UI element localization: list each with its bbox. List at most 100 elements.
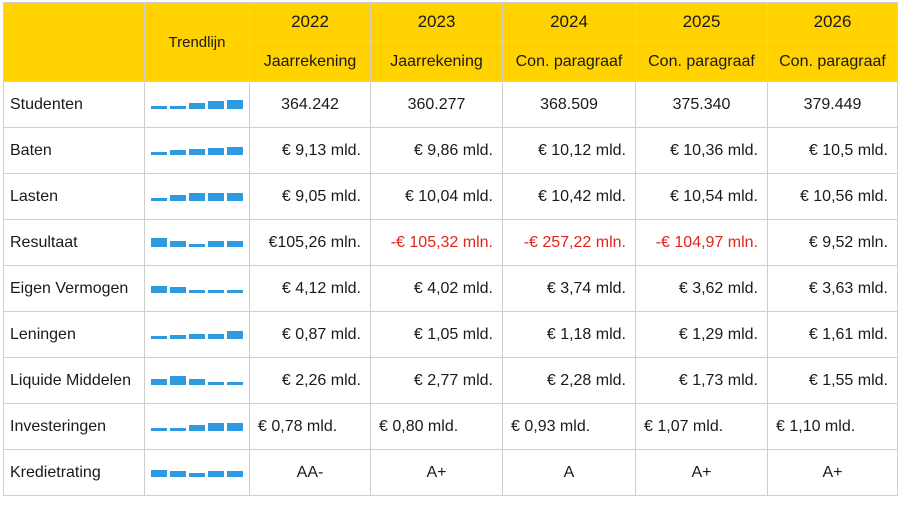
sparkline-bar — [170, 195, 186, 201]
table-row: Resultaat €105,26 mln. -€ 105,32 mln. -€ 25… — [3, 219, 898, 266]
sparkline-bar — [170, 106, 186, 109]
value-cell: € 2,26 mld. — [249, 357, 371, 404]
header-trend: Trendlijn — [144, 2, 250, 82]
sparkline-bars — [151, 325, 243, 339]
sparkline-bar — [189, 290, 205, 293]
header-report-type: Con. paragraaf — [502, 41, 636, 82]
sparkline-bar — [189, 473, 205, 477]
financial-overview-table: Trendlijn 2022 2023 2024 2025 2026 Jaarr… — [3, 2, 898, 496]
trend-sparkline — [144, 449, 250, 496]
trend-sparkline — [144, 81, 250, 128]
value-cell: € 1,61 mld. — [767, 311, 898, 358]
sparkline-bar — [151, 470, 167, 477]
value-cell: € 10,54 mld. — [635, 173, 768, 220]
sparkline-bar — [208, 382, 224, 385]
sparkline-bar — [208, 241, 224, 247]
value-cell: €105,26 mln. — [249, 219, 371, 266]
trend-sparkline — [144, 357, 250, 404]
table-row: Liquide Middelen € 2,26 mld. € 2,77 mld. € … — [3, 357, 898, 404]
row-label: Liquide Middelen — [3, 357, 145, 404]
sparkline-bars — [151, 95, 243, 109]
value-cell: € 2,77 mld. — [370, 357, 503, 404]
sparkline-bars — [151, 417, 243, 431]
header-report-type: Jaarrekening — [370, 41, 503, 82]
sparkline-bars — [151, 187, 243, 201]
value-cell: € 10,12 mld. — [502, 127, 636, 174]
value-cell: 360.277 — [370, 81, 503, 128]
value-cell: A — [502, 449, 636, 496]
sparkline-bar — [151, 286, 167, 293]
row-label: Baten — [3, 127, 145, 174]
sparkline-bar — [227, 193, 243, 201]
value-cell: -€ 104,97 mln. — [635, 219, 768, 266]
sparkline-bar — [227, 331, 243, 339]
table-row: Leningen € 0,87 mld. € 1,05 mld. € 1,18 mld… — [3, 311, 898, 358]
sparkline-bar — [189, 334, 205, 339]
trend-sparkline — [144, 311, 250, 358]
value-cell: € 1,29 mld. — [635, 311, 768, 358]
value-cell: € 1,05 mld. — [370, 311, 503, 358]
row-label: Lasten — [3, 173, 145, 220]
value-cell: 368.509 — [502, 81, 636, 128]
row-label: Investeringen — [3, 403, 145, 450]
sparkline-bar — [170, 241, 186, 247]
value-cell: € 9,52 mln. — [767, 219, 898, 266]
sparkline-bar — [151, 379, 167, 385]
value-cell: € 1,10 mld. — [767, 403, 898, 450]
row-label: Studenten — [3, 81, 145, 128]
value-cell: € 9,86 mld. — [370, 127, 503, 174]
row-label: Resultaat — [3, 219, 145, 266]
value-cell: € 0,87 mld. — [249, 311, 371, 358]
header-corner — [3, 2, 145, 82]
trend-sparkline — [144, 127, 250, 174]
sparkline-bar — [208, 148, 224, 155]
value-cell: € 10,04 mld. — [370, 173, 503, 220]
value-cell: € 1,18 mld. — [502, 311, 636, 358]
sparkline-bar — [208, 471, 224, 477]
sparkline-bars — [151, 279, 243, 293]
value-cell: € 10,56 mld. — [767, 173, 898, 220]
value-cell: € 1,73 mld. — [635, 357, 768, 404]
value-cell: € 0,80 mld. — [370, 403, 503, 450]
sparkline-bars — [151, 463, 243, 477]
header-year: 2024 — [502, 2, 636, 42]
value-cell: € 3,74 mld. — [502, 265, 636, 312]
table-row: Studenten 364.242 360.277 368.509 375.340 379… — [3, 81, 898, 128]
value-cell: 375.340 — [635, 81, 768, 128]
trend-sparkline — [144, 173, 250, 220]
table-row: Kredietrating AA- A+ A A+ A+ — [3, 449, 898, 496]
sparkline-bar — [189, 103, 205, 109]
sparkline-bar — [151, 106, 167, 109]
header-report-type: Jaarrekening — [249, 41, 371, 82]
header-year: 2025 — [635, 2, 768, 42]
value-cell: A+ — [370, 449, 503, 496]
sparkline-bar — [151, 336, 167, 339]
value-cell: A+ — [635, 449, 768, 496]
sparkline-bar — [227, 423, 243, 431]
sparkline-bar — [227, 290, 243, 293]
sparkline-bar — [151, 428, 167, 431]
value-cell: € 10,42 mld. — [502, 173, 636, 220]
sparkline-bar — [189, 149, 205, 155]
table-row: Eigen Vermogen € 4,12 mld. € 4,02 mld. € 3,… — [3, 265, 898, 312]
header-year: 2023 — [370, 2, 503, 42]
value-cell: € 1,55 mld. — [767, 357, 898, 404]
table-row: Baten € 9,13 mld. € 9,86 mld. € 10,12 mld. €… — [3, 127, 898, 174]
row-label: Leningen — [3, 311, 145, 358]
sparkline-bar — [227, 382, 243, 385]
sparkline-bars — [151, 141, 243, 155]
sparkline-bar — [170, 428, 186, 431]
header-year: 2022 — [249, 2, 371, 42]
value-cell: € 4,12 mld. — [249, 265, 371, 312]
value-cell: -€ 257,22 mln. — [502, 219, 636, 266]
value-cell: € 0,93 mld. — [502, 403, 636, 450]
sparkline-bar — [189, 379, 205, 385]
value-cell: € 4,02 mld. — [370, 265, 503, 312]
sparkline-bar — [151, 198, 167, 201]
sparkline-bar — [208, 193, 224, 201]
value-cell: € 10,36 mld. — [635, 127, 768, 174]
sparkline-bar — [189, 425, 205, 431]
trend-sparkline — [144, 265, 250, 312]
value-cell: € 3,62 mld. — [635, 265, 768, 312]
value-cell: € 2,28 mld. — [502, 357, 636, 404]
